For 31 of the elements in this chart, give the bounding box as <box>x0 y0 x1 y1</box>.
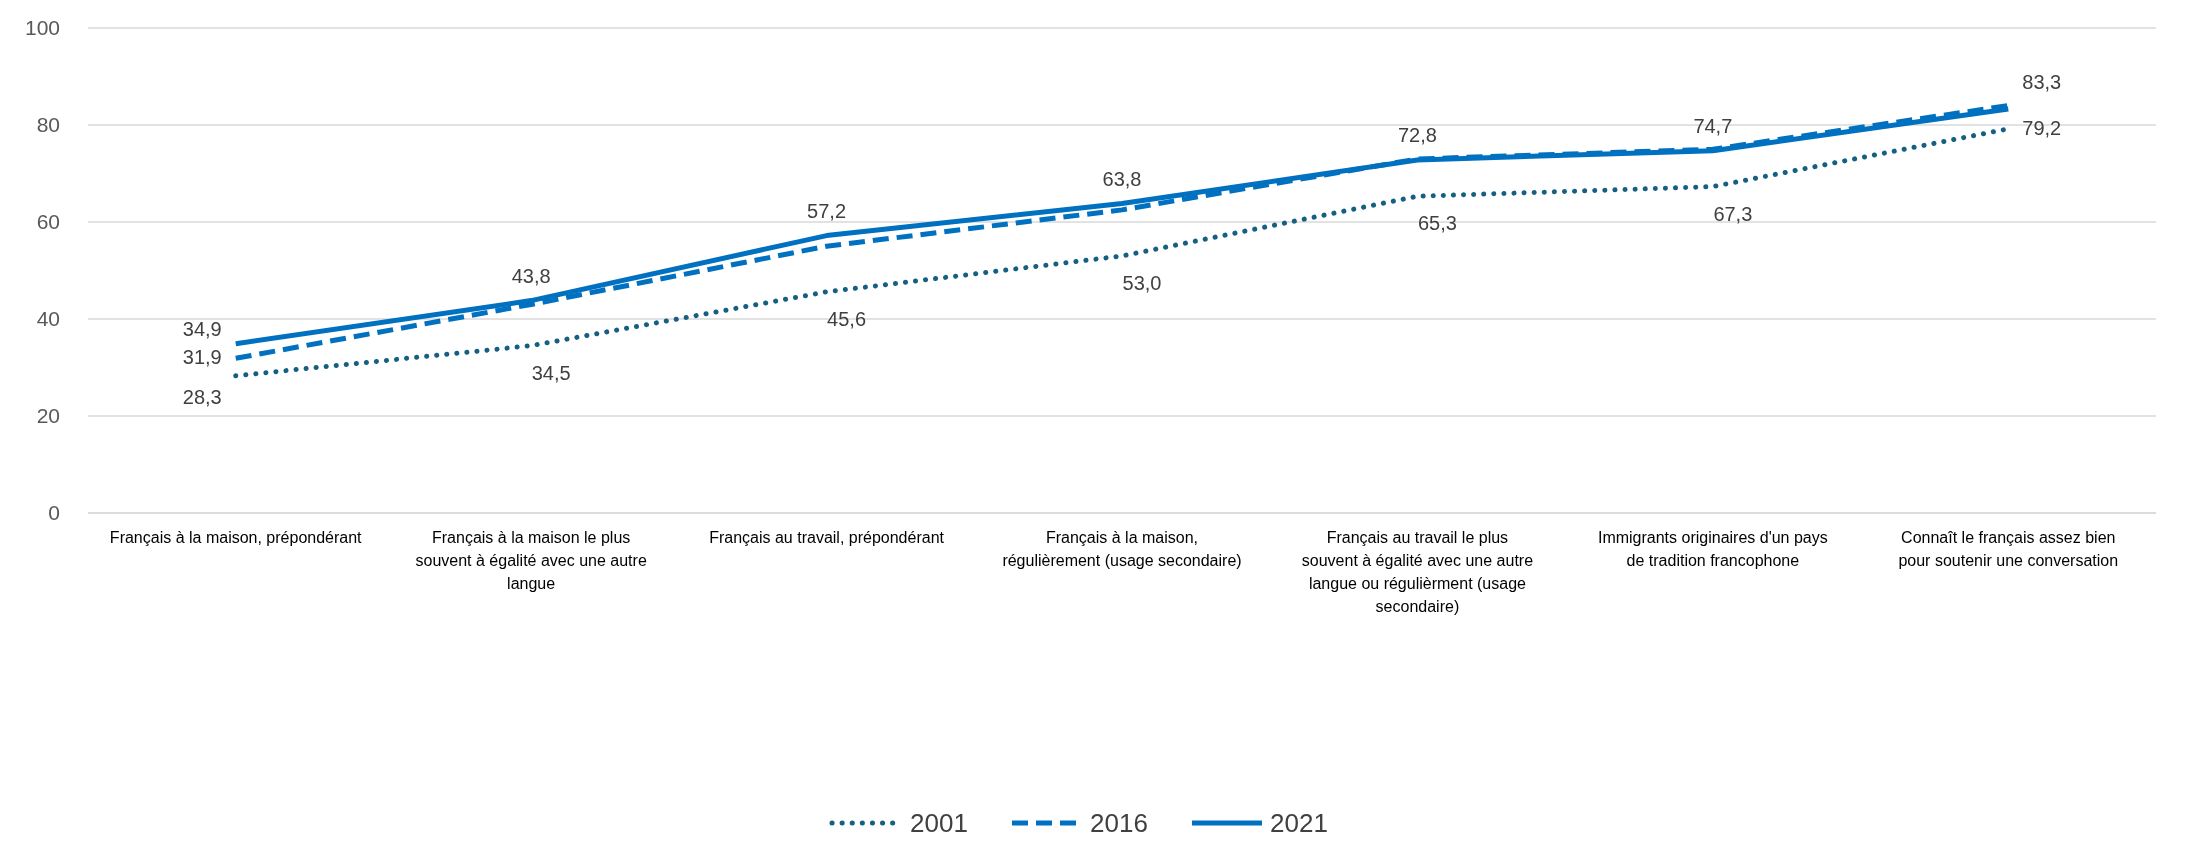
y-tick-label: 60 <box>36 210 60 233</box>
data-label: 63,8 <box>1102 167 1142 190</box>
x-tick-label: Connaît le français assez bien pour soutenir une conversation <box>1898 529 2119 569</box>
data-label: 65,3 <box>1417 212 1457 235</box>
x-tick-label: Français à la maison le plus souvent à égalité avec une autre langue <box>415 529 647 592</box>
data-label: 28,3 <box>182 385 222 408</box>
x-tick-label: Français au travail le plus souvent à égalité avec une autre langue ou régulièrment (usage secondaire) <box>1301 529 1534 615</box>
data-label: 34,9 <box>182 317 222 340</box>
data-label: 31,9 <box>182 346 222 369</box>
data-label: 53,0 <box>1122 271 1162 294</box>
data-label: 43,8 <box>511 264 551 287</box>
y-tick-label: 0 <box>48 501 60 524</box>
x-tick-label: Immigrants originaires d'un pays de tradition francophone <box>1597 529 1828 569</box>
y-tick-label: 40 <box>36 307 60 330</box>
y-tick-label: 20 <box>36 404 60 427</box>
legend-label: 2021 <box>1270 808 1328 838</box>
data-label: 45,6 <box>827 307 867 330</box>
x-tick-label: Français à la maison, régulièrement (usage secondaire) <box>1002 529 1242 569</box>
data-label: 79,2 <box>2022 116 2062 139</box>
data-label: 72,8 <box>1397 123 1437 146</box>
data-label: 67,3 <box>1713 202 1753 225</box>
legend-label: 2001 <box>910 808 968 838</box>
y-tick-label: 80 <box>36 113 60 136</box>
x-tick-label: Français à la maison, prépondérant <box>109 529 363 546</box>
data-label: 57,2 <box>807 199 847 222</box>
x-tick-label: Français au travail, prépondérant <box>709 529 945 546</box>
legend-label: 2016 <box>1090 808 1148 838</box>
data-label: 74,7 <box>1693 114 1733 137</box>
data-label: 83,3 <box>2022 71 2062 93</box>
y-tick-label: 100 <box>24 16 60 39</box>
data-label: 34,5 <box>531 361 571 384</box>
